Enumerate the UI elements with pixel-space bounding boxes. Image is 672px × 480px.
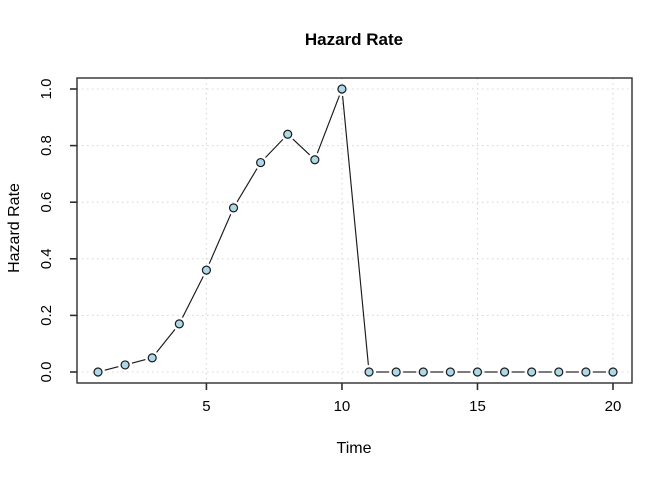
data-point — [364, 367, 374, 377]
series-segment — [181, 276, 204, 318]
series-segment — [131, 359, 146, 364]
plot-title: Hazard Rate — [305, 30, 403, 49]
y-axis-label: Hazard Rate — [6, 183, 23, 273]
data-point — [147, 353, 157, 363]
series-line-layer — [104, 95, 606, 373]
data-point — [201, 265, 212, 275]
x-axis-label: Time — [337, 440, 372, 457]
x-tick-label: 5 — [202, 398, 210, 415]
data-point — [256, 157, 266, 168]
data-point — [445, 367, 455, 377]
data-point — [391, 367, 401, 377]
data-point — [499, 367, 510, 377]
data-point — [527, 367, 537, 377]
series-segment — [236, 168, 258, 203]
x-tick-label: 10 — [334, 398, 351, 415]
series-segment — [156, 329, 176, 353]
data-point — [310, 155, 320, 165]
data-point — [120, 360, 130, 370]
data-point — [581, 367, 591, 377]
series-segment — [265, 138, 284, 158]
data-point — [283, 129, 293, 139]
y-tick-label: 0.0 — [38, 362, 55, 383]
data-point — [472, 367, 483, 377]
data-point — [93, 367, 103, 377]
data-point — [174, 319, 184, 329]
x-tick-label: 20 — [605, 398, 622, 415]
y-tick-label: 1.0 — [38, 79, 55, 100]
data-point — [228, 203, 239, 213]
data-point — [418, 367, 428, 377]
y-tick-label: 0.6 — [38, 192, 55, 213]
data-points-layer — [93, 84, 618, 377]
x-tick-label: 15 — [469, 398, 486, 415]
data-point — [554, 367, 564, 377]
data-point — [337, 84, 347, 94]
axis-layer: 5 10 15 20 0.0 0.2 0.4 0.6 0.8 1.0 — [38, 79, 621, 415]
plot-box — [76, 77, 633, 384]
y-tick-label: 0.4 — [38, 248, 55, 269]
data-point — [608, 367, 618, 377]
grid-layer — [77, 78, 632, 383]
series-segment — [208, 214, 232, 264]
series-segment — [342, 95, 369, 366]
y-tick-label: 0.2 — [38, 305, 55, 326]
series-segment — [292, 138, 311, 156]
series-segment — [316, 95, 340, 154]
series-segment — [104, 366, 119, 371]
y-tick-label: 0.8 — [38, 135, 55, 156]
